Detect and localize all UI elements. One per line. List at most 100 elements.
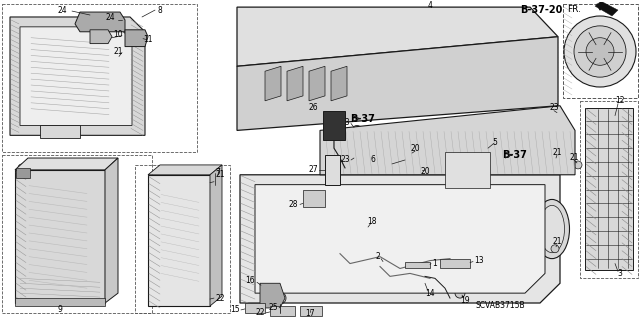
Circle shape — [406, 151, 414, 159]
Circle shape — [586, 38, 614, 65]
Circle shape — [551, 245, 559, 253]
Text: 16: 16 — [245, 276, 255, 285]
Bar — [410, 135, 435, 169]
Polygon shape — [15, 158, 118, 170]
Text: 21: 21 — [569, 152, 579, 161]
Polygon shape — [265, 66, 281, 101]
Bar — [86, 299, 91, 305]
Text: 21: 21 — [113, 47, 123, 56]
Text: B-37: B-37 — [351, 114, 376, 123]
Bar — [20, 299, 25, 305]
Bar — [480, 135, 505, 169]
Bar — [68, 299, 73, 305]
Polygon shape — [105, 158, 118, 303]
Bar — [50, 299, 55, 305]
Text: 14: 14 — [425, 289, 435, 298]
Polygon shape — [303, 189, 325, 207]
Polygon shape — [210, 165, 222, 306]
Text: 20: 20 — [410, 144, 420, 153]
Text: 7: 7 — [215, 168, 220, 177]
Text: 24: 24 — [105, 13, 115, 22]
Polygon shape — [300, 306, 322, 316]
Bar — [585, 108, 633, 271]
Bar — [28, 185, 88, 283]
Text: 25: 25 — [268, 303, 278, 312]
Bar — [30, 37, 110, 114]
Circle shape — [574, 26, 626, 77]
Circle shape — [551, 156, 559, 164]
Circle shape — [107, 19, 113, 25]
Text: B-37: B-37 — [502, 150, 527, 160]
Polygon shape — [10, 17, 145, 135]
Text: 15: 15 — [230, 305, 240, 315]
Ellipse shape — [540, 205, 564, 253]
Bar — [80, 299, 85, 305]
Text: 3: 3 — [618, 269, 623, 278]
Polygon shape — [323, 111, 345, 140]
Bar — [2, 155, 152, 313]
Text: B-37-20: B-37-20 — [520, 5, 563, 15]
Bar — [340, 135, 365, 169]
Polygon shape — [148, 165, 222, 175]
Text: 17: 17 — [305, 309, 315, 318]
Polygon shape — [15, 170, 105, 303]
Circle shape — [574, 161, 582, 169]
Text: 23: 23 — [340, 118, 350, 127]
Circle shape — [416, 164, 424, 172]
Text: 21: 21 — [552, 237, 562, 246]
Bar — [432, 145, 502, 195]
Bar — [563, 4, 638, 98]
Polygon shape — [15, 298, 105, 306]
Text: 6: 6 — [371, 155, 376, 165]
Circle shape — [360, 224, 370, 234]
Polygon shape — [445, 152, 490, 188]
Text: 13: 13 — [474, 256, 484, 265]
Circle shape — [130, 35, 136, 41]
Circle shape — [85, 19, 91, 25]
Bar — [2, 4, 197, 152]
Circle shape — [18, 164, 26, 172]
Text: 1: 1 — [432, 259, 436, 268]
Bar — [135, 165, 230, 313]
Text: 22: 22 — [255, 308, 265, 317]
Circle shape — [554, 112, 562, 120]
Polygon shape — [75, 12, 125, 32]
Bar — [370, 155, 392, 173]
Polygon shape — [595, 1, 618, 16]
Circle shape — [380, 259, 390, 269]
Text: 23: 23 — [340, 155, 350, 165]
Text: 19: 19 — [460, 295, 470, 305]
Circle shape — [326, 101, 342, 117]
Text: 21: 21 — [215, 170, 225, 179]
Ellipse shape — [433, 36, 527, 107]
Bar — [44, 299, 49, 305]
Text: 9: 9 — [58, 305, 63, 315]
Ellipse shape — [446, 46, 514, 97]
Polygon shape — [245, 303, 265, 313]
Polygon shape — [237, 37, 558, 130]
Circle shape — [352, 125, 362, 135]
Ellipse shape — [324, 151, 339, 159]
Polygon shape — [440, 259, 470, 269]
Circle shape — [564, 16, 636, 87]
Bar — [25, 180, 93, 288]
Polygon shape — [325, 155, 340, 185]
Circle shape — [455, 288, 465, 298]
Polygon shape — [20, 27, 132, 125]
Polygon shape — [90, 30, 112, 44]
Text: FR.: FR. — [567, 5, 581, 14]
Text: 26: 26 — [308, 103, 318, 112]
Circle shape — [176, 176, 184, 184]
Polygon shape — [405, 262, 430, 269]
Text: 28: 28 — [289, 200, 298, 209]
Polygon shape — [16, 168, 30, 178]
Circle shape — [354, 154, 362, 162]
Polygon shape — [237, 7, 558, 66]
Circle shape — [115, 56, 122, 63]
Text: 22: 22 — [215, 293, 225, 302]
Bar — [375, 135, 400, 169]
Polygon shape — [240, 175, 560, 303]
Polygon shape — [148, 175, 210, 306]
Bar — [160, 194, 200, 278]
Text: 27: 27 — [308, 165, 318, 174]
